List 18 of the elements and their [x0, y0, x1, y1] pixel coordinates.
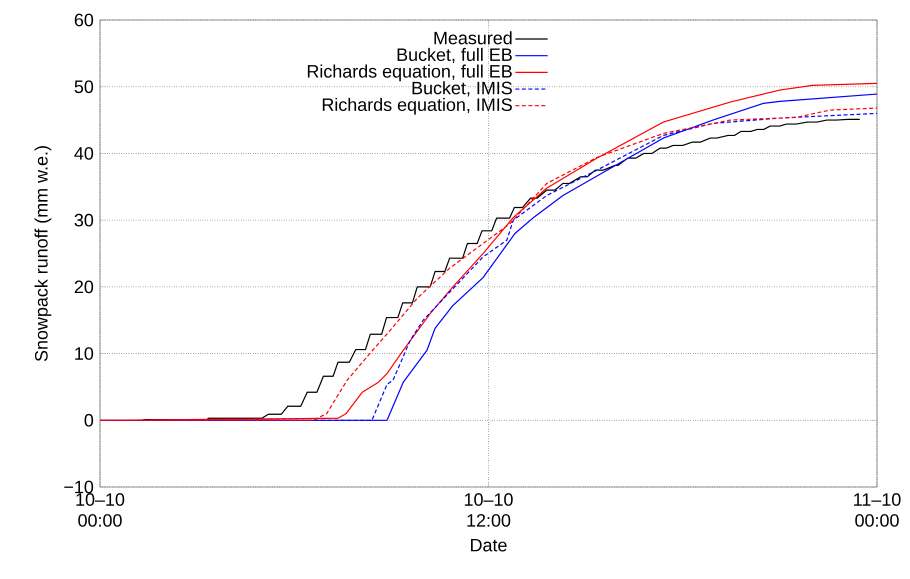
y-tick-label: 60 [74, 14, 94, 26]
x-tick-label: 11–10 00:00 [854, 493, 901, 527]
y-axis-title: Snowpack runoff (mm w.e.) [34, 146, 52, 362]
y-tick-label: 30 [74, 214, 94, 226]
legend-label: Richards equation, IMIS [322, 98, 512, 115]
legend-label: Measured [434, 31, 512, 44]
x-tick-label: 10–10 00:00 [76, 493, 124, 527]
x-axis-title: Date [471, 538, 507, 552]
legend-label: Bucket, full EB [398, 48, 512, 64]
y-tick-label: −10 [64, 480, 94, 494]
y-tick-label: 20 [74, 280, 94, 294]
y-tick-label: 10 [75, 347, 94, 360]
y-tick-label: 0 [84, 414, 94, 427]
legend-label: Bucket, IMIS [412, 81, 512, 96]
y-tick-label: 50 [74, 80, 94, 94]
y-tick-label: 40 [74, 147, 94, 160]
x-tick-label: 10–10 12:00 [464, 493, 513, 527]
legend-label: Richards equation, full EB [308, 64, 512, 82]
